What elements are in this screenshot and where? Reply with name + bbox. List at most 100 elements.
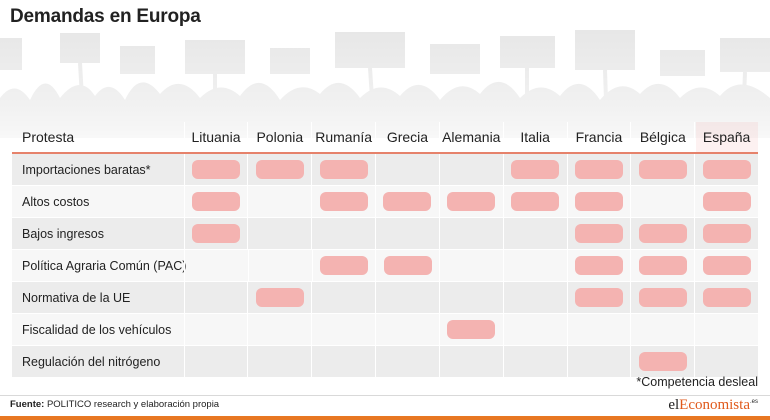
- table-cell: [630, 314, 694, 345]
- table-cell: [183, 282, 248, 313]
- table-cell: [694, 314, 758, 345]
- table-cell: [694, 154, 758, 185]
- table-cell: [183, 218, 248, 249]
- table-cell: [375, 218, 439, 249]
- table-cell: [375, 314, 439, 345]
- table-cell: [311, 250, 376, 281]
- table-cell: [566, 282, 631, 313]
- row-label: Importaciones baratas*: [22, 162, 151, 177]
- demand-marker: [511, 192, 560, 211]
- demands-table: Protesta Lituania Polonia Rumanía Grecia…: [12, 122, 758, 378]
- table-cell: [630, 250, 694, 281]
- table-cell: [502, 154, 567, 185]
- table-cell: [375, 282, 439, 313]
- table-cell: [183, 346, 248, 377]
- demand-marker: [702, 256, 751, 275]
- demand-marker: [574, 160, 623, 179]
- table-cell: [247, 218, 311, 249]
- header-country: Alemania: [438, 122, 503, 152]
- table-cell: [566, 314, 631, 345]
- demand-marker: [319, 160, 368, 179]
- table-cell: [311, 218, 375, 249]
- table-cell: [438, 154, 503, 185]
- table-cell: [694, 186, 758, 217]
- table-cell: [375, 346, 439, 377]
- table-cell: [566, 154, 631, 185]
- demand-marker: [191, 192, 240, 211]
- table-cell: [247, 186, 311, 217]
- table-cell: [183, 186, 248, 217]
- demand-marker: [574, 288, 623, 307]
- demand-marker: [638, 288, 687, 307]
- table-cell: [438, 218, 503, 249]
- header-country: Rumanía: [311, 122, 375, 152]
- demand-marker: [319, 256, 368, 275]
- header-country: España: [694, 122, 758, 152]
- demand-marker: [575, 256, 624, 275]
- table-cell: [566, 218, 631, 249]
- demand-marker: [191, 224, 240, 243]
- table-cell: [183, 314, 248, 345]
- demand-marker: [255, 160, 304, 179]
- table-row: Importaciones baratas*: [12, 154, 758, 186]
- source-label: Fuente:: [10, 399, 45, 410]
- demand-marker: [447, 192, 496, 211]
- row-label: Fiscalidad de los vehículos: [22, 322, 172, 337]
- demand-marker: [638, 256, 687, 275]
- header-protesta: Protesta: [22, 129, 75, 145]
- table-cell: [502, 218, 567, 249]
- table-row: Altos costos: [12, 186, 758, 218]
- table-row: Bajos ingresos: [12, 218, 758, 250]
- row-label: Normativa de la UE: [22, 290, 131, 305]
- table-cell: [375, 250, 439, 281]
- demand-marker: [638, 224, 687, 243]
- table-cell: [375, 154, 439, 185]
- table-cell: [247, 346, 311, 377]
- table-cell: [502, 314, 567, 345]
- logo-suffix: .es: [749, 399, 758, 405]
- table-cell: [694, 346, 758, 377]
- table-cell: [247, 314, 311, 345]
- table-cell: [630, 346, 694, 377]
- demand-marker: [255, 288, 304, 307]
- table-cell: [566, 346, 631, 377]
- table-cell: [311, 346, 375, 377]
- table-cell: [311, 154, 375, 185]
- row-label: Bajos ingresos: [22, 226, 104, 241]
- table-cell: [630, 282, 694, 313]
- table-cell: [183, 154, 248, 185]
- header-country: Francia: [566, 122, 631, 152]
- source-text: POLITICO research y elaboración propia: [44, 399, 220, 410]
- table-cell: [311, 282, 375, 313]
- demand-marker: [511, 160, 560, 179]
- source-credit: Fuente: POLITICO research y elaboración …: [10, 399, 219, 410]
- table-cell: [247, 154, 311, 185]
- footnote: *Competencia desleal: [636, 375, 758, 389]
- demand-marker: [574, 192, 623, 211]
- page-title: Demandas en Europa: [10, 6, 201, 27]
- header-country: Lituania: [183, 122, 248, 152]
- demand-marker: [702, 288, 751, 307]
- eleconomista-logo[interactable]: elEconomista.es: [668, 397, 758, 414]
- header-country: Italia: [502, 122, 567, 152]
- row-label: Altos costos: [22, 194, 90, 209]
- table-cell: [438, 346, 503, 377]
- table-cell: [502, 346, 567, 377]
- table-cell: [502, 282, 567, 313]
- demand-marker: [447, 320, 496, 339]
- demand-marker: [702, 192, 751, 211]
- logo-part1: el: [668, 397, 680, 413]
- demand-marker: [319, 192, 368, 211]
- table-body: Importaciones baratas* Altos costos Bajos …: [12, 154, 758, 378]
- demand-marker: [702, 160, 751, 179]
- table-row: Normativa de la UE: [12, 282, 758, 314]
- table-cell: [247, 282, 311, 313]
- demand-marker: [574, 224, 623, 243]
- table-cell: [694, 250, 758, 281]
- demand-marker: [638, 352, 687, 371]
- table-cell: [502, 250, 567, 281]
- table-cell: [694, 218, 758, 249]
- row-label: Regulación del nitrógeno: [22, 354, 161, 369]
- demand-marker: [702, 224, 751, 243]
- header-country: Polonia: [247, 122, 311, 152]
